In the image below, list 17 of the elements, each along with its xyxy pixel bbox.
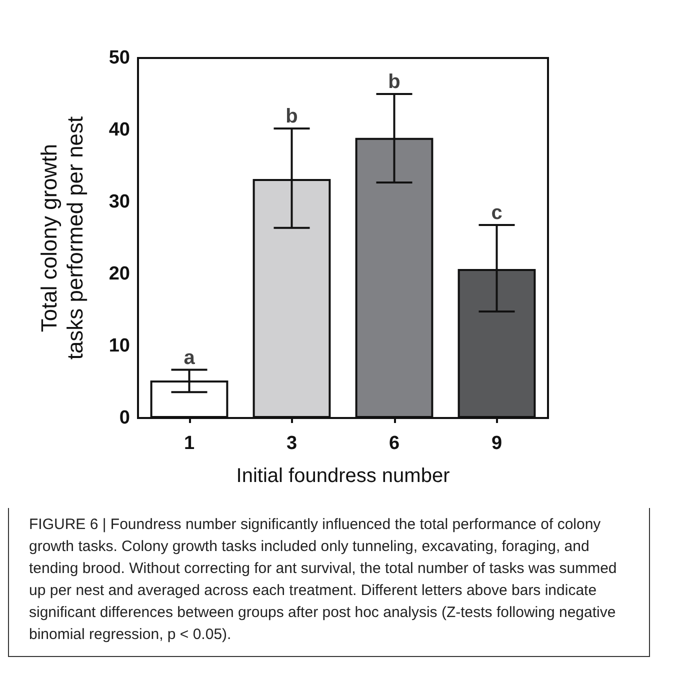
x-axis-title: Initial foundress number (236, 465, 450, 487)
y-tick-label: 0 (119, 408, 130, 428)
caption: FIGURE 6 | Foundress number significantly influenced the total performance of colony growth tasks. Colony growth tasks included only tunneling, excavating, foraging, and tending brood. Without correcting for ant survival, the total number of tasks was summed up per nest and averaged across each treatment. Different letters above bars indicate significant differences between groups after post hoc analysis (Z-tests following negative binomial regression, p < 0.05). (8, 508, 650, 657)
x-tick-label: 1 (184, 433, 195, 454)
annotation: b (388, 71, 400, 93)
y-tick-label: 10 (108, 336, 130, 356)
y-tick-label: 30 (108, 192, 130, 212)
y-tick-label: 20 (108, 264, 130, 284)
annotation: c (491, 202, 502, 224)
y-tick-label: 50 (108, 48, 130, 68)
y-axis-title: Total colony growth tasks performed per nest (36, 116, 88, 360)
x-tick-label: 3 (286, 433, 298, 454)
x-tick-label: 6 (388, 433, 400, 454)
x-tick-label: 9 (491, 433, 502, 454)
y-tick-label: 40 (108, 120, 130, 140)
annotation: a (184, 346, 196, 369)
annotation: b (286, 106, 298, 128)
